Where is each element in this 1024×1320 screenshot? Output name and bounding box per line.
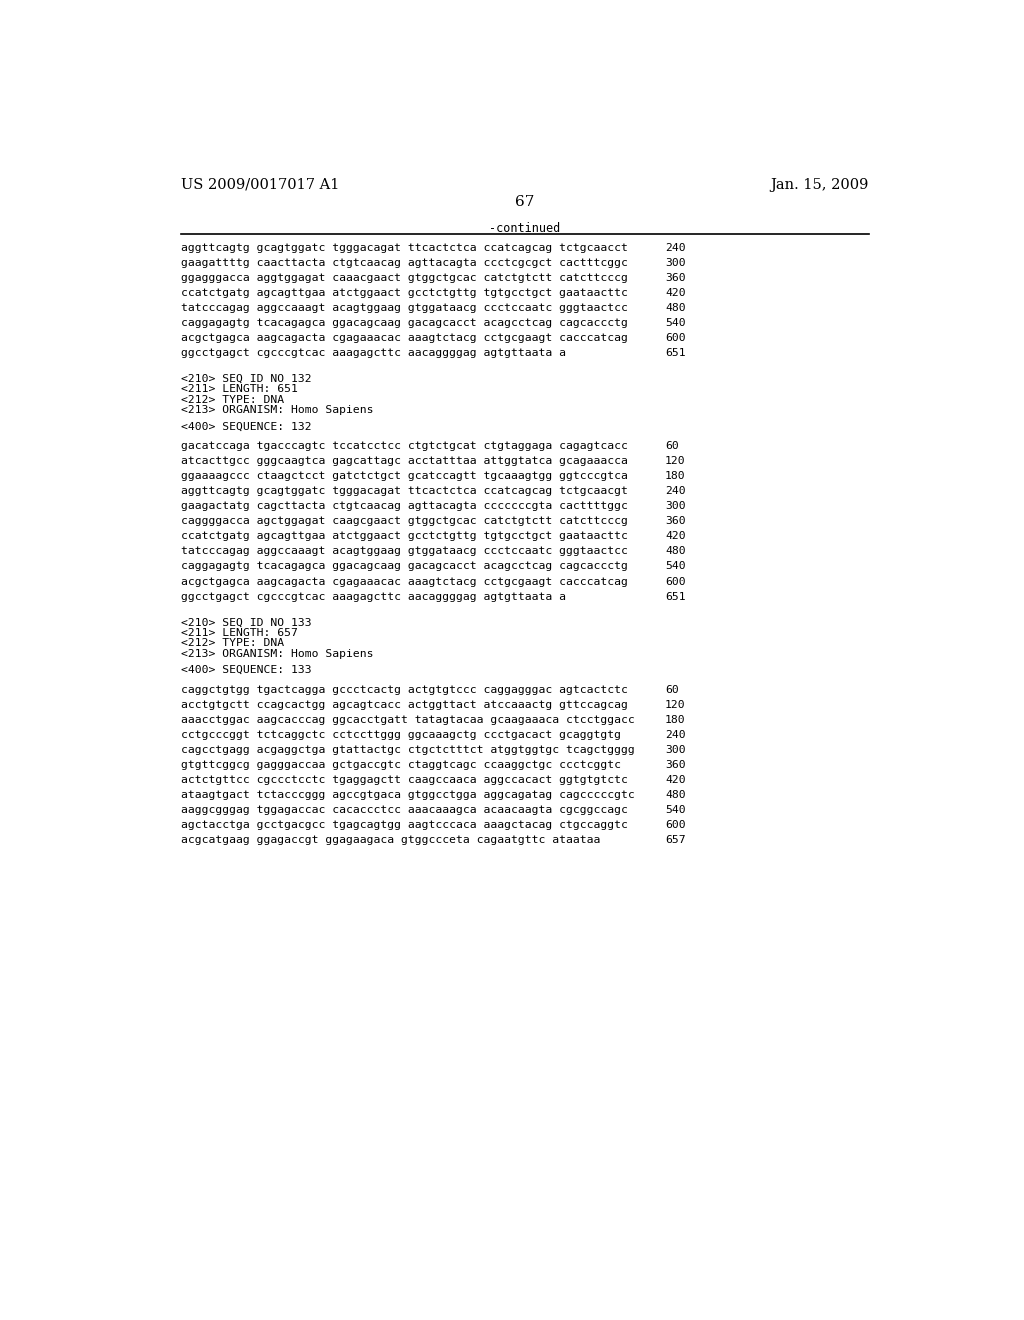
Text: actctgttcc cgccctcctc tgaggagctt caagccaaca aggccacact ggtgtgtctc: actctgttcc cgccctcctc tgaggagctt caagcca… (180, 775, 628, 785)
Text: <213> ORGANISM: Homo Sapiens: <213> ORGANISM: Homo Sapiens (180, 648, 373, 659)
Text: ccatctgatg agcagttgaa atctggaact gcctctgttg tgtgcctgct gaataacttc: ccatctgatg agcagttgaa atctggaact gcctctg… (180, 288, 628, 298)
Text: aggttcagtg gcagtggatc tgggacagat ttcactctca ccatcagcag tctgcaacct: aggttcagtg gcagtggatc tgggacagat ttcactc… (180, 243, 628, 253)
Text: ggcctgagct cgcccgtcac aaagagcttc aacaggggag agtgttaata a: ggcctgagct cgcccgtcac aaagagcttc aacaggg… (180, 591, 565, 602)
Text: gtgttcggcg gagggaccaa gctgaccgtc ctaggtcagc ccaaggctgc ccctcggtc: gtgttcggcg gagggaccaa gctgaccgtc ctaggtc… (180, 760, 621, 770)
Text: acgctgagca aagcagacta cgagaaacac aaagtctacg cctgcgaagt cacccatcag: acgctgagca aagcagacta cgagaaacac aaagtct… (180, 577, 628, 586)
Text: 360: 360 (665, 273, 686, 282)
Text: 240: 240 (665, 243, 686, 253)
Text: 360: 360 (665, 516, 686, 527)
Text: agctacctga gcctgacgcc tgagcagtgg aagtcccaca aaagctacag ctgccaggtc: agctacctga gcctgacgcc tgagcagtgg aagtccc… (180, 820, 628, 830)
Text: <400> SEQUENCE: 133: <400> SEQUENCE: 133 (180, 665, 311, 675)
Text: 480: 480 (665, 789, 686, 800)
Text: caggagagtg tcacagagca ggacagcaag gacagcacct acagcctcag cagcaccctg: caggagagtg tcacagagca ggacagcaag gacagca… (180, 561, 628, 572)
Text: <210> SEQ ID NO 133: <210> SEQ ID NO 133 (180, 618, 311, 627)
Text: 120: 120 (665, 457, 686, 466)
Text: 420: 420 (665, 775, 686, 785)
Text: 300: 300 (665, 259, 686, 268)
Text: acgctgagca aagcagacta cgagaaacac aaagtctacg cctgcgaagt cacccatcag: acgctgagca aagcagacta cgagaaacac aaagtct… (180, 333, 628, 343)
Text: <400> SEQUENCE: 132: <400> SEQUENCE: 132 (180, 422, 311, 432)
Text: 60: 60 (665, 685, 679, 694)
Text: ccatctgatg agcagttgaa atctggaact gcctctgttg tgtgcctgct gaataacttc: ccatctgatg agcagttgaa atctggaact gcctctg… (180, 532, 628, 541)
Text: atcacttgcc gggcaagtca gagcattagc acctatttaa attggtatca gcagaaacca: atcacttgcc gggcaagtca gagcattagc acctatt… (180, 457, 628, 466)
Text: <212> TYPE: DNA: <212> TYPE: DNA (180, 395, 284, 405)
Text: 480: 480 (665, 304, 686, 313)
Text: caggagagtg tcacagagca ggacagcaag gacagcacct acagcctcag cagcaccctg: caggagagtg tcacagagca ggacagcaag gacagca… (180, 318, 628, 329)
Text: <210> SEQ ID NO 132: <210> SEQ ID NO 132 (180, 374, 311, 384)
Text: 120: 120 (665, 700, 686, 710)
Text: 67: 67 (515, 195, 535, 210)
Text: caggggacca agctggagat caagcgaact gtggctgcac catctgtctt catcttcccg: caggggacca agctggagat caagcgaact gtggctg… (180, 516, 628, 527)
Text: 540: 540 (665, 318, 686, 329)
Text: 240: 240 (665, 730, 686, 739)
Text: gacatccaga tgacccagtc tccatcctcc ctgtctgcat ctgtaggaga cagagtcacc: gacatccaga tgacccagtc tccatcctcc ctgtctg… (180, 441, 628, 451)
Text: <213> ORGANISM: Homo Sapiens: <213> ORGANISM: Homo Sapiens (180, 405, 373, 416)
Text: <211> LENGTH: 651: <211> LENGTH: 651 (180, 384, 298, 395)
Text: 360: 360 (665, 760, 686, 770)
Text: caggctgtgg tgactcagga gccctcactg actgtgtccc caggagggac agtcactctc: caggctgtgg tgactcagga gccctcactg actgtgt… (180, 685, 628, 694)
Text: ggcctgagct cgcccgtcac aaagagcttc aacaggggag agtgttaata a: ggcctgagct cgcccgtcac aaagagcttc aacaggg… (180, 348, 565, 358)
Text: 657: 657 (665, 834, 686, 845)
Text: 300: 300 (665, 502, 686, 511)
Text: 480: 480 (665, 546, 686, 557)
Text: 180: 180 (665, 714, 686, 725)
Text: ggagggacca aggtggagat caaacgaact gtggctgcac catctgtctt catcttcccg: ggagggacca aggtggagat caaacgaact gtggctg… (180, 273, 628, 282)
Text: <212> TYPE: DNA: <212> TYPE: DNA (180, 638, 284, 648)
Text: 240: 240 (665, 487, 686, 496)
Text: 600: 600 (665, 820, 686, 830)
Text: 180: 180 (665, 471, 686, 482)
Text: gaagattttg caacttacta ctgtcaacag agttacagta ccctcgcgct cactttcggc: gaagattttg caacttacta ctgtcaacag agttaca… (180, 259, 628, 268)
Text: US 2009/0017017 A1: US 2009/0017017 A1 (180, 178, 339, 191)
Text: Jan. 15, 2009: Jan. 15, 2009 (770, 178, 869, 191)
Text: 651: 651 (665, 348, 686, 358)
Text: ggaaaagccc ctaagctcct gatctctgct gcatccagtt tgcaaagtgg ggtcccgtca: ggaaaagccc ctaagctcct gatctctgct gcatcca… (180, 471, 628, 482)
Text: <211> LENGTH: 657: <211> LENGTH: 657 (180, 628, 298, 638)
Text: cagcctgagg acgaggctga gtattactgc ctgctctttct atggtggtgc tcagctgggg: cagcctgagg acgaggctga gtattactgc ctgctct… (180, 744, 635, 755)
Text: 600: 600 (665, 333, 686, 343)
Text: aaacctggac aagcacccag ggcacctgatt tatagtacaa gcaagaaaca ctcctggacc: aaacctggac aagcacccag ggcacctgatt tatagt… (180, 714, 635, 725)
Text: tatcccagag aggccaaagt acagtggaag gtggataacg ccctccaatc gggtaactcc: tatcccagag aggccaaagt acagtggaag gtggata… (180, 304, 628, 313)
Text: tatcccagag aggccaaagt acagtggaag gtggataacg ccctccaatc gggtaactcc: tatcccagag aggccaaagt acagtggaag gtggata… (180, 546, 628, 557)
Text: aaggcgggag tggagaccac cacaccctcc aaacaaagca acaacaagta cgcggccagc: aaggcgggag tggagaccac cacaccctcc aaacaaa… (180, 805, 628, 814)
Text: 600: 600 (665, 577, 686, 586)
Text: 420: 420 (665, 532, 686, 541)
Text: 300: 300 (665, 744, 686, 755)
Text: aggttcagtg gcagtggatc tgggacagat ttcactctca ccatcagcag tctgcaacgt: aggttcagtg gcagtggatc tgggacagat ttcactc… (180, 487, 628, 496)
Text: 540: 540 (665, 805, 686, 814)
Text: gaagactatg cagcttacta ctgtcaacag agttacagta cccccccgta cacttttggc: gaagactatg cagcttacta ctgtcaacag agttaca… (180, 502, 628, 511)
Text: ataagtgact tctacccggg agccgtgaca gtggcctgga aggcagatag cagcccccgtc: ataagtgact tctacccggg agccgtgaca gtggcct… (180, 789, 635, 800)
Text: acctgtgctt ccagcactgg agcagtcacc actggttact atccaaactg gttccagcag: acctgtgctt ccagcactgg agcagtcacc actggtt… (180, 700, 628, 710)
Text: 60: 60 (665, 441, 679, 451)
Text: acgcatgaag ggagaccgt ggagaagaca gtggccceta cagaatgttc ataataa: acgcatgaag ggagaccgt ggagaagaca gtggccce… (180, 834, 600, 845)
Text: cctgcccggt tctcaggctc cctccttggg ggcaaagctg ccctgacact gcaggtgtg: cctgcccggt tctcaggctc cctccttggg ggcaaag… (180, 730, 621, 739)
Text: 651: 651 (665, 591, 686, 602)
Text: 540: 540 (665, 561, 686, 572)
Text: 420: 420 (665, 288, 686, 298)
Text: -continued: -continued (489, 222, 560, 235)
